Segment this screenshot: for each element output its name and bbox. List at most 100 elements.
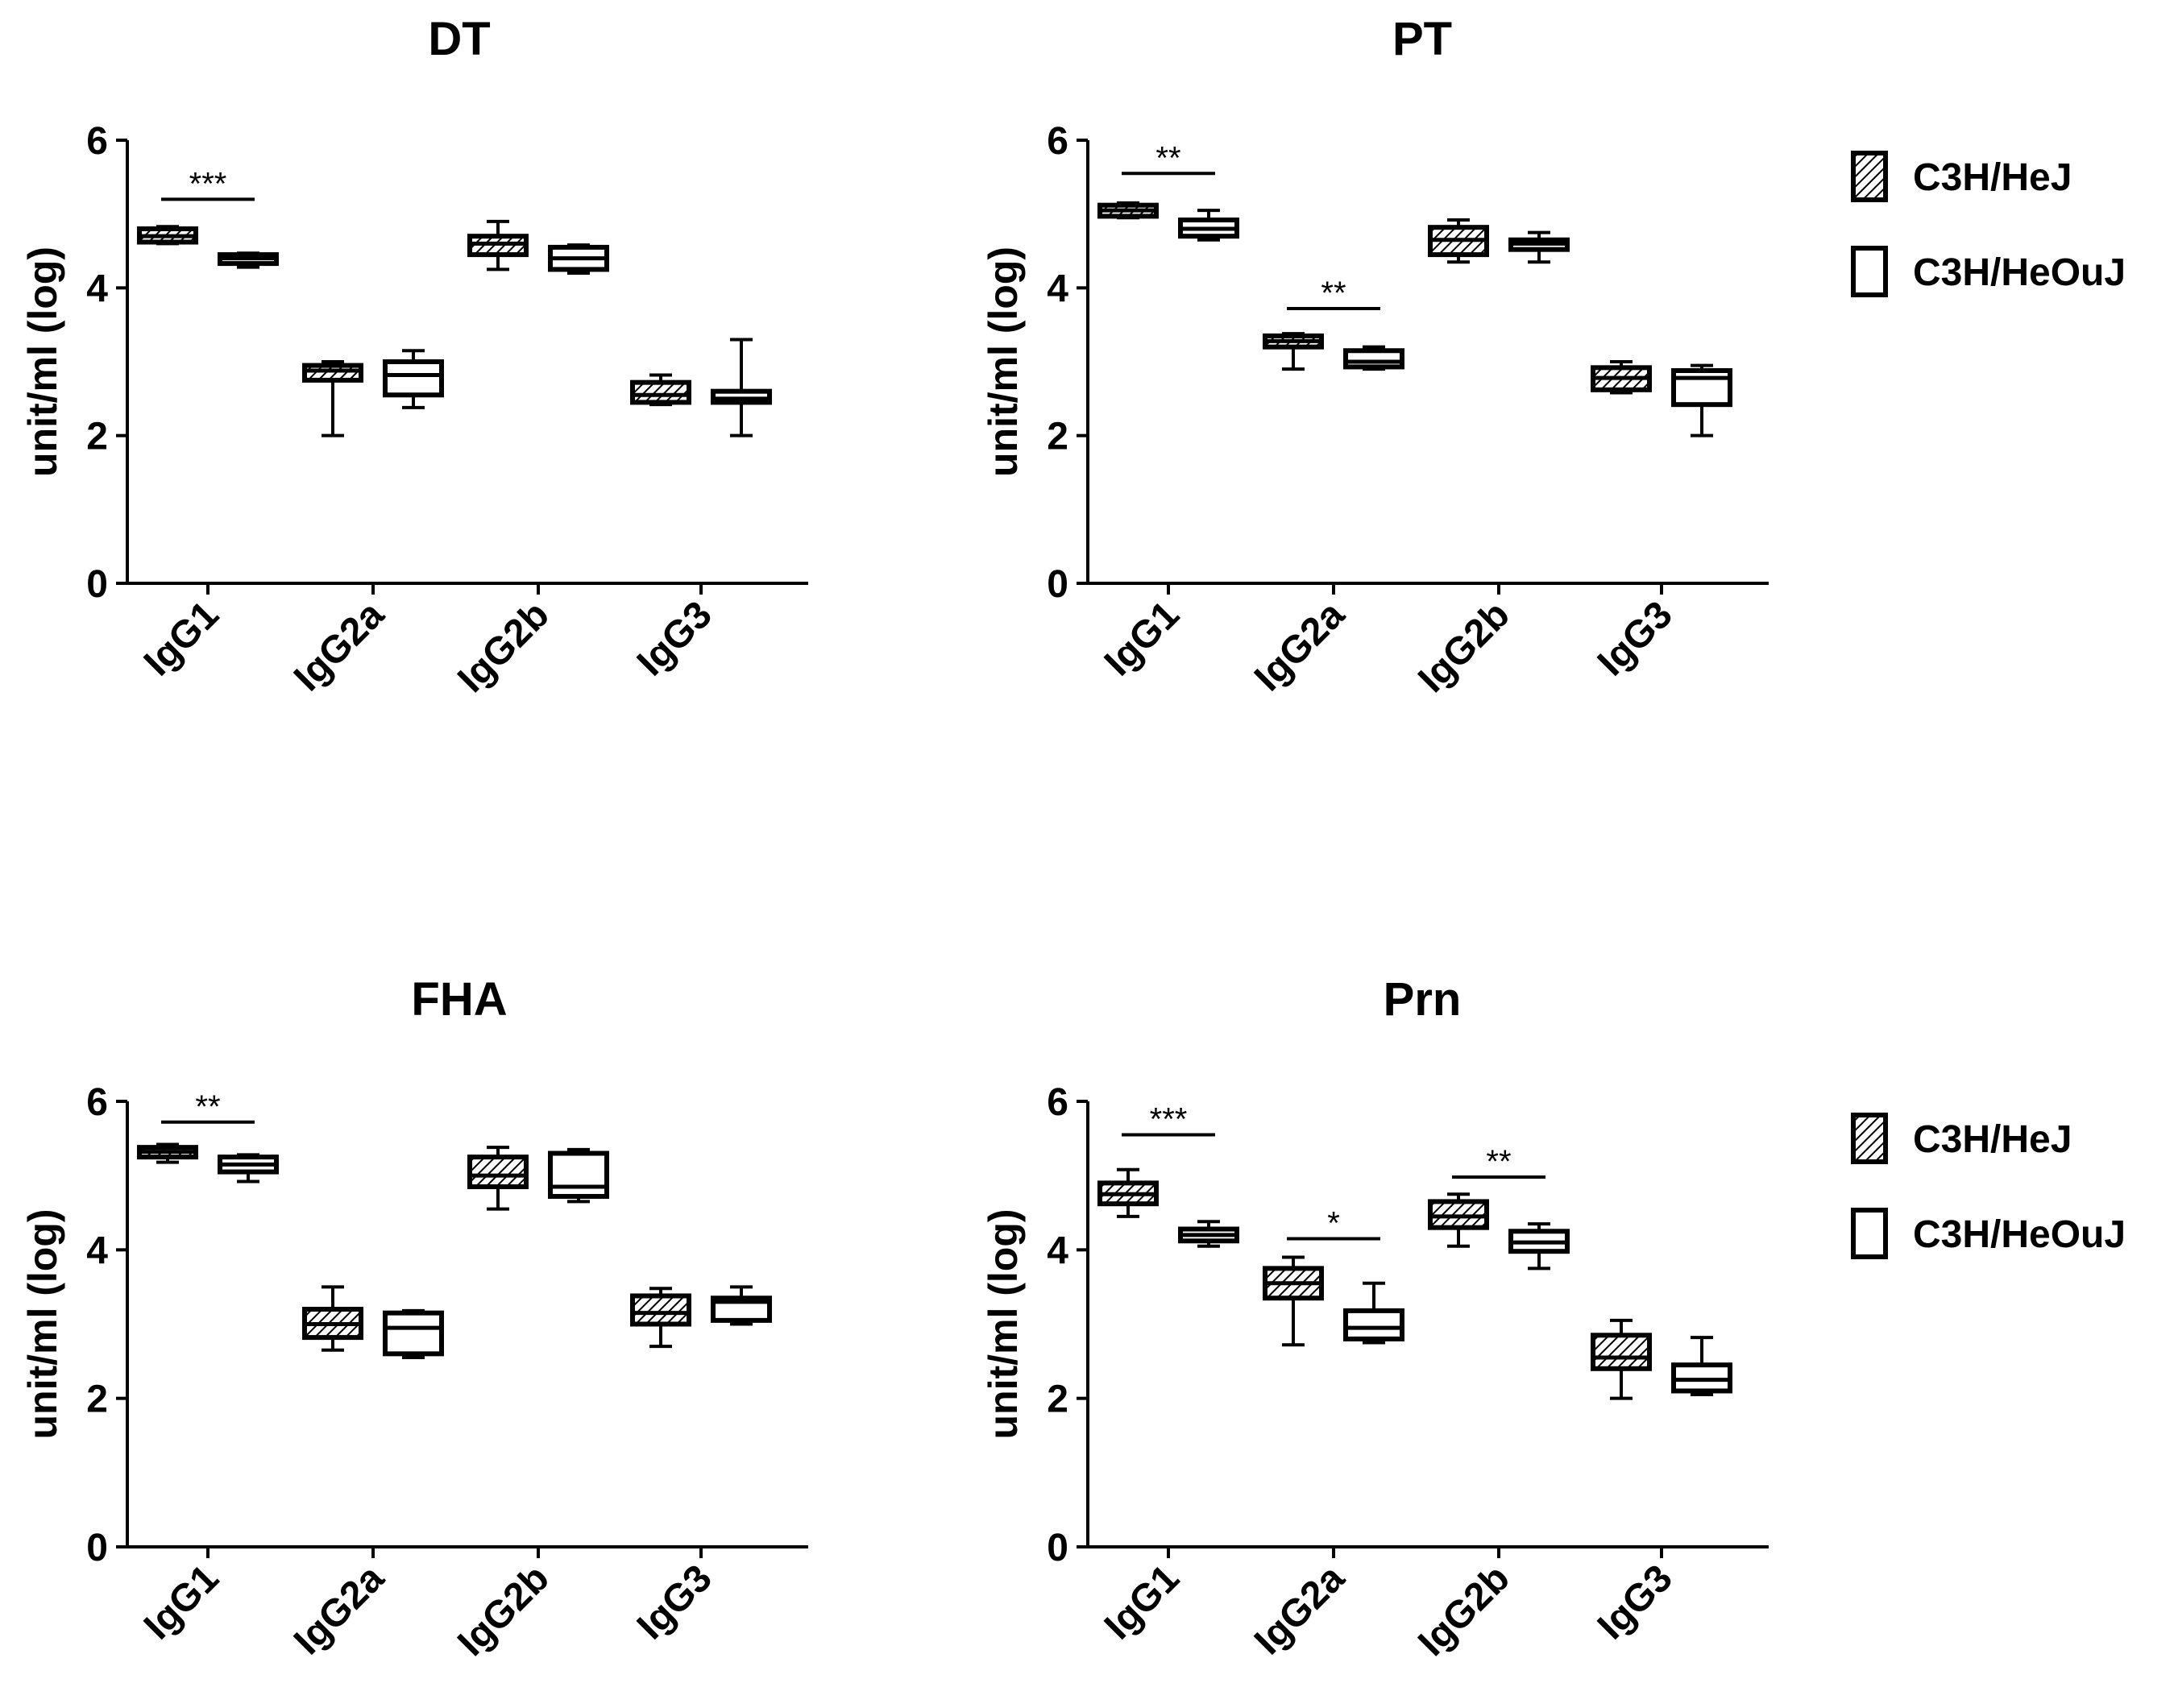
box-c3h-heouj-igg3	[711, 1285, 772, 1326]
legend-top: C3H/HeJ C3H/HeOuJ	[1851, 151, 2126, 297]
significance-igg1: ***	[1122, 1101, 1215, 1137]
box-c3h-hej-igg1	[137, 225, 198, 246]
box-iqr	[630, 379, 691, 405]
box-c3h-hej-igg2a	[1263, 332, 1324, 371]
x-tick-label: IgG3	[1590, 593, 1681, 684]
significance-label: **	[1486, 1144, 1511, 1179]
x-tick-label: IgG1	[136, 593, 227, 684]
y-axis-label: unit/ml (log)	[981, 1208, 1026, 1439]
x-tick-label: IgG1	[136, 1557, 227, 1648]
box-iqr	[1343, 348, 1404, 370]
box-c3h-hej-igg3	[1591, 1318, 1652, 1400]
y-tick-label: 4	[1047, 1229, 1068, 1272]
panel-pt: PT unit/ml (log) 0 2 4 6 IgG1 IgG2a IgG2b IgG3 ** *…	[981, 13, 1769, 701]
box-c3h-hej-igg2a	[302, 1285, 363, 1352]
x-tick-label: IgG3	[1590, 1557, 1681, 1648]
box-c3h-hej-igg1	[1097, 1167, 1159, 1218]
y-tick-label: 6	[86, 1081, 108, 1124]
box-iqr	[1671, 368, 1732, 408]
significance-igg2a: **	[1287, 276, 1380, 311]
y-tick-label: 2	[1047, 416, 1068, 458]
significance-label: ***	[1150, 1101, 1188, 1137]
y-tick-label: 0	[1047, 563, 1068, 606]
box-c3h-heouj-igg1	[218, 1153, 279, 1184]
box-c3h-heouj-igg2a	[1343, 345, 1404, 371]
box-c3h-heouj-igg2b	[548, 243, 609, 275]
box-c3h-heouj-igg1	[1178, 1220, 1239, 1248]
box-iqr	[548, 1150, 609, 1199]
significance-igg2a: *	[1287, 1206, 1380, 1242]
panel-title: FHA	[411, 973, 507, 1026]
x-tick-label: IgG2a	[286, 593, 392, 699]
panel-dt: DT unit/ml (log) 0 2 4 6 IgG1 IgG2a IgG2b IgG3 ***	[20, 13, 808, 701]
y-tick-label: 4	[86, 1229, 108, 1272]
y-tick-label: 6	[1047, 120, 1068, 163]
y-tick-label: 0	[86, 563, 108, 606]
significance-label: *	[1327, 1206, 1340, 1242]
box-c3h-hej-igg2b	[467, 1146, 529, 1211]
y-tick-label: 2	[86, 416, 108, 458]
box-c3h-hej-igg1	[1097, 201, 1159, 220]
box-c3h-heouj-igg2a	[383, 1308, 444, 1359]
x-tick-label: IgG2a	[1247, 1557, 1353, 1663]
x-tick-label: IgG1	[1097, 593, 1188, 684]
box-c3h-heouj-igg1	[1178, 209, 1239, 242]
significance-label: **	[1321, 276, 1346, 311]
legend-label: C3H/HeJ	[1913, 156, 2072, 199]
significance-label: **	[195, 1089, 220, 1125]
y-axis-label: unit/ml (log)	[20, 247, 65, 477]
panel-title: DT	[428, 13, 490, 65]
x-tick-label: IgG2b	[1410, 1557, 1518, 1664]
x-tick-label: IgG1	[1097, 1557, 1188, 1648]
box-iqr	[383, 359, 444, 398]
panel-title: Prn	[1384, 973, 1462, 1026]
box-c3h-heouj-igg2a	[383, 349, 444, 409]
panel-fha: FHA unit/ml (log) 0 2 4 6 IgG1 IgG2a IgG2b IgG3 **	[20, 973, 808, 1664]
box-c3h-heouj-igg2b	[548, 1147, 609, 1204]
y-tick-label: 4	[1047, 267, 1068, 310]
box-c3h-heouj-igg2b	[1508, 1222, 1570, 1271]
x-tick-label: IgG2a	[1247, 593, 1353, 699]
box-iqr	[1591, 1333, 1652, 1371]
y-tick-label: 0	[1047, 1527, 1068, 1569]
box-c3h-hej-igg2a	[1263, 1255, 1324, 1347]
legend-label: C3H/HeOuJ	[1913, 251, 2126, 294]
legend-swatch-open	[1851, 1208, 1888, 1259]
panel-title: PT	[1392, 13, 1452, 65]
box-c3h-heouj-igg2a	[1343, 1281, 1404, 1345]
y-axis-label: unit/ml (log)	[981, 247, 1026, 477]
x-tick-label: IgG2b	[1410, 593, 1518, 701]
box-c3h-heouj-igg1	[218, 251, 279, 269]
legend-label: C3H/HeOuJ	[1913, 1213, 2126, 1256]
y-tick-label: 6	[86, 120, 108, 163]
box-c3h-hej-igg3	[630, 1287, 691, 1349]
legend-swatch-hatched	[1851, 1113, 1888, 1164]
legend-label: C3H/HeJ	[1913, 1118, 2072, 1161]
legend-bottom: C3H/HeJ C3H/HeOuJ	[1851, 1113, 2126, 1259]
y-tick-label: 6	[1047, 1081, 1068, 1124]
box-c3h-hej-igg1	[137, 1142, 198, 1164]
box-iqr	[302, 363, 363, 383]
y-axis-label: unit/ml (log)	[20, 1208, 65, 1439]
x-tick-label: IgG2b	[450, 1557, 558, 1664]
box-c3h-heouj-igg3	[1671, 363, 1732, 437]
significance-igg1: **	[1122, 140, 1215, 176]
box-c3h-heouj-igg3	[1671, 1336, 1732, 1397]
legend-swatch-hatched	[1851, 151, 1888, 202]
box-iqr	[383, 1310, 444, 1357]
legend-swatch-open	[1851, 246, 1888, 297]
y-tick-label: 2	[86, 1378, 108, 1421]
box-c3h-heouj-igg2b	[1508, 230, 1570, 264]
y-tick-label: 2	[1047, 1378, 1068, 1421]
box-iqr	[467, 1155, 529, 1189]
significance-igg1: **	[161, 1089, 255, 1125]
box-c3h-hej-igg3	[1591, 360, 1652, 395]
box-c3h-hej-igg2b	[1428, 1192, 1489, 1248]
y-tick-label: 0	[86, 1527, 108, 1569]
box-c3h-hej-igg2b	[1428, 218, 1489, 264]
x-tick-label: IgG3	[629, 593, 720, 684]
significance-igg1: ***	[161, 166, 255, 201]
x-tick-label: IgG3	[629, 1557, 720, 1648]
